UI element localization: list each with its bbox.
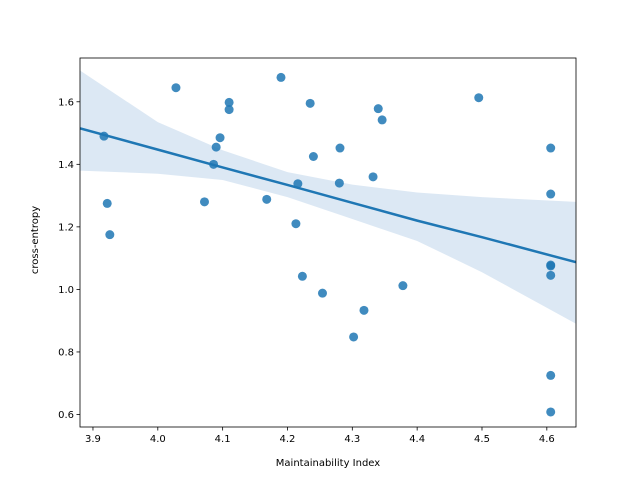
data-point (349, 332, 359, 342)
plot-area (79, 57, 577, 428)
data-point (224, 105, 234, 115)
data-point (317, 288, 327, 298)
data-point (171, 83, 181, 93)
y-tick-label: 0.8 (58, 347, 74, 358)
data-point (373, 104, 383, 114)
x-tick-label: 4.0 (150, 434, 166, 445)
data-point (305, 98, 315, 108)
y-tick-label: 1.0 (58, 285, 74, 296)
y-tick-label: 0.6 (58, 410, 74, 421)
data-point (297, 271, 307, 281)
data-point (546, 143, 556, 153)
x-tick-label: 3.9 (85, 434, 101, 445)
x-tick-label: 4.5 (474, 434, 490, 445)
data-point (276, 72, 286, 82)
x-axis-label: Maintainability Index (276, 458, 380, 469)
data-point (102, 198, 112, 208)
y-tick-label: 1.2 (58, 222, 74, 233)
data-point (335, 143, 345, 153)
data-point (215, 133, 225, 143)
x-tick-label: 4.2 (280, 434, 296, 445)
x-tick-label: 4.6 (539, 434, 555, 445)
plot-frame (79, 57, 577, 428)
data-point (398, 281, 408, 291)
data-point (291, 219, 301, 229)
regression-line (80, 127, 576, 264)
data-point (546, 270, 556, 280)
y-axis-label: cross-entropy (30, 206, 41, 274)
x-tick-label: 4.3 (344, 434, 360, 445)
y-axis: 0.6 0.8 1.0 1.2 1.4 1.6 (58, 97, 80, 421)
x-tick-label: 4.4 (409, 434, 425, 445)
data-point (546, 407, 556, 417)
data-point (105, 230, 115, 240)
data-point (474, 93, 484, 103)
y-tick-label: 1.4 (58, 160, 74, 171)
data-point (368, 172, 378, 182)
data-point (334, 178, 344, 188)
data-point (308, 152, 318, 161)
data-point (377, 115, 387, 125)
data-point (546, 370, 556, 380)
data-point (199, 197, 209, 207)
data-point (359, 305, 369, 315)
data-point (224, 97, 234, 107)
x-tick-label: 4.1 (215, 434, 231, 445)
data-point (546, 261, 556, 271)
data-point (211, 142, 221, 152)
data-point (546, 189, 556, 199)
y-tick-label: 1.6 (58, 97, 74, 108)
x-axis: 3.9 4.0 4.1 4.2 4.3 4.4 4.5 4.6 (85, 427, 555, 445)
data-point (262, 194, 272, 204)
